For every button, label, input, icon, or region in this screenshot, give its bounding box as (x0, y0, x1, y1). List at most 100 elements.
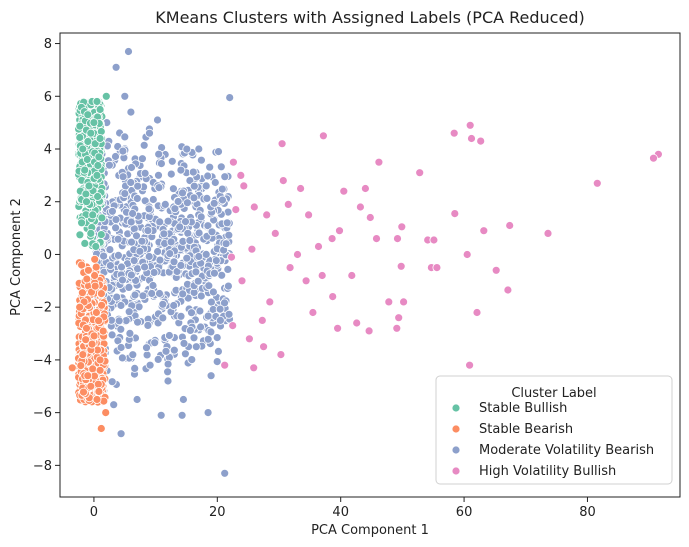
moderate-volatility-bearish-point (116, 301, 126, 310)
moderate-volatility-bearish-point (106, 261, 115, 271)
moderate-volatility-bearish-point (212, 357, 222, 367)
high-volatility-bullish-point (449, 128, 459, 138)
moderate-volatility-bearish-point (163, 376, 173, 386)
moderate-volatility-bearish-point (215, 304, 225, 314)
moderate-volatility-bearish-point (120, 132, 130, 142)
moderate-volatility-bearish-point (182, 144, 192, 154)
stable-bearish-point (92, 395, 102, 404)
moderate-volatility-bearish-point (182, 198, 192, 208)
legend: Cluster Label Stable Bullish Stable Beari… (435, 375, 673, 485)
moderate-volatility-bearish-point (183, 228, 193, 238)
moderate-volatility-bearish-point (111, 152, 120, 161)
moderate-volatility-bearish-point (161, 346, 171, 356)
moderate-volatility-bearish-point (105, 245, 115, 255)
moderate-volatility-bearish-point (224, 230, 234, 240)
moderate-volatility-bearish-point (137, 236, 147, 246)
moderate-volatility-bearish-point (201, 181, 211, 191)
high-volatility-bullish-point (339, 186, 349, 196)
stable-bullish-point (91, 242, 101, 251)
moderate-volatility-bearish-point (159, 229, 169, 239)
moderate-volatility-bearish-point (189, 333, 199, 343)
high-volatility-bullish-point (374, 157, 384, 167)
moderate-volatility-bearish-point (180, 349, 190, 359)
moderate-volatility-bearish-point (114, 316, 124, 326)
moderate-volatility-bearish-point (111, 223, 120, 233)
high-volatility-bullish-point (220, 360, 230, 370)
moderate-volatility-bearish-point (142, 350, 152, 360)
stable-bearish-point (78, 350, 88, 360)
y-tick-label: −6 (33, 406, 52, 421)
y-tick-label: −8 (33, 459, 52, 474)
high-volatility-bullish-point (543, 228, 553, 238)
moderate-volatility-bearish-point (177, 410, 187, 420)
moderate-volatility-bearish-point (169, 345, 179, 355)
x-tick-label: 0 (90, 505, 98, 520)
high-volatility-bullish-point (239, 181, 249, 191)
moderate-volatility-bearish-point (220, 468, 230, 478)
stable-bullish-point (94, 152, 104, 162)
moderate-volatility-bearish-point (114, 250, 123, 260)
stable-bearish-point (101, 408, 111, 418)
moderate-volatility-bearish-point (215, 315, 225, 325)
moderate-volatility-bearish-point (133, 181, 143, 191)
moderate-volatility-bearish-point (144, 252, 154, 261)
stable-bullish-point (95, 134, 105, 143)
moderate-volatility-bearish-point (156, 159, 166, 169)
stable-bullish-point (97, 213, 107, 223)
moderate-volatility-bearish-point (132, 194, 142, 203)
high-volatility-bullish-point (296, 184, 306, 193)
moderate-volatility-bearish-point (148, 281, 158, 290)
moderate-volatility-bearish-point (169, 301, 179, 310)
y-axis-ticks: −8 −6 −4 −2 0 2 4 6 8 (33, 37, 60, 474)
moderate-volatility-bearish-point (113, 234, 123, 244)
moderate-volatility-bearish-point (145, 128, 154, 138)
moderate-volatility-bearish-point (128, 350, 138, 360)
high-volatility-bullish-point (394, 313, 404, 323)
stable-bearish-point (86, 381, 96, 391)
moderate-volatility-bearish-point (206, 297, 216, 307)
moderate-volatility-bearish-point (137, 154, 147, 164)
high-volatility-bullish-point (249, 363, 259, 373)
moderate-volatility-bearish-point (147, 289, 157, 298)
x-tick-label: 40 (332, 505, 349, 520)
high-volatility-bullish-point (649, 153, 658, 163)
moderate-volatility-bearish-point (145, 360, 155, 370)
moderate-volatility-bearish-point (209, 198, 219, 208)
moderate-volatility-bearish-point (211, 256, 221, 266)
moderate-volatility-bearish-point (196, 291, 206, 301)
moderate-volatility-bearish-point (202, 193, 212, 203)
high-volatility-bullish-point (335, 226, 344, 236)
stable-bullish-point (82, 197, 91, 207)
stable-bearish-point (95, 355, 105, 365)
moderate-volatility-bearish-point (107, 377, 117, 387)
moderate-volatility-bearish-point (178, 188, 187, 198)
moderate-volatility-bearish-point (118, 353, 127, 363)
moderate-volatility-bearish-point (135, 246, 145, 256)
high-volatility-bullish-point (276, 350, 286, 360)
moderate-volatility-bearish-point (176, 260, 186, 270)
moderate-volatility-bearish-point (138, 291, 148, 301)
high-volatility-bullish-point (231, 205, 241, 215)
high-volatility-bullish-point (249, 202, 259, 212)
high-volatility-bullish-point (479, 226, 489, 236)
legend-title: Cluster Label (511, 386, 596, 401)
high-volatility-bullish-point (462, 250, 472, 259)
moderate-volatility-bearish-point (124, 47, 133, 56)
moderate-volatility-bearish-point (155, 217, 165, 227)
high-volatility-bullish-point (318, 131, 328, 141)
moderate-volatility-bearish-point (118, 275, 127, 285)
high-volatility-bullish-point (491, 265, 501, 275)
high-volatility-bullish-point (399, 297, 409, 307)
moderate-volatility-bearish-point (188, 167, 198, 177)
stable-bearish-point (91, 262, 101, 272)
high-volatility-bullish-point (236, 170, 246, 180)
stable-bearish-point (87, 339, 97, 349)
moderate-volatility-bearish-point (116, 324, 126, 334)
high-volatility-bullish-point (301, 276, 311, 286)
moderate-volatility-bearish-point (203, 408, 213, 418)
high-volatility-bullish-point (372, 234, 381, 244)
moderate-volatility-bearish-point (216, 162, 226, 172)
high-volatility-bullish-point (265, 297, 275, 307)
moderate-volatility-bearish-point (178, 289, 188, 299)
moderate-volatility-bearish-point (201, 249, 211, 259)
